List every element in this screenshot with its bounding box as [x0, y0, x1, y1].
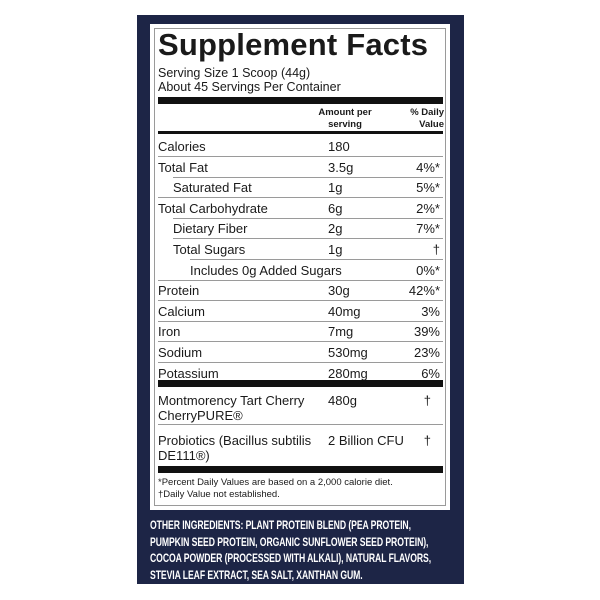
nutrient-amount: 6g	[328, 200, 343, 216]
nutrient-name: Protein	[158, 283, 200, 299]
nutrient-dv: †	[423, 433, 431, 448]
nutrient-row: Includes 0g Added Sugars 0%*	[158, 260, 443, 280]
nutrient-amount: 3.5g	[328, 159, 354, 175]
row-divider	[173, 176, 443, 178]
servings-per-container: About 45 Servings Per Container	[158, 80, 341, 94]
nutrient-name: Montmorency Tart Cherry CherryPURE®	[158, 393, 305, 423]
nutrient-name: Iron	[158, 324, 181, 340]
row-divider	[158, 362, 443, 363]
medium-divider	[158, 131, 443, 134]
nutrient-dv: †	[423, 393, 431, 408]
nutrient-name: Includes 0g Added Sugars	[190, 262, 342, 278]
nutrient-dv: 39%	[413, 324, 440, 340]
nutrient-row: Potassium 280mg 6%	[158, 363, 443, 383]
nutrient-name: Total Carbohydrate	[158, 200, 268, 216]
nutrient-row: Dietary Fiber 2g 7%*	[158, 218, 443, 238]
serving-size: Serving Size 1 Scoop (44g)	[158, 66, 311, 80]
thick-divider	[158, 466, 443, 473]
row-divider	[158, 300, 443, 302]
row-divider	[190, 259, 443, 260]
other-ingredients: OTHER INGREDIENTS: PLANT PROTEIN BLEND (…	[150, 518, 432, 582]
daily-value-header: % Daily Value	[410, 107, 444, 130]
row-divider	[173, 217, 443, 219]
nutrient-amount: 530mg	[328, 345, 368, 360]
nutrient-amount: 30g	[328, 283, 350, 299]
label-border	[154, 28, 446, 506]
nutrient-dv: 3%	[421, 303, 440, 319]
nutrient-row: Total Sugars 1g †	[158, 239, 443, 259]
nutrient-amount: 180	[328, 139, 350, 154]
nutrient-amount: 1g	[328, 242, 343, 257]
nutrient-name: Saturated Fat	[173, 180, 252, 196]
nutrient-amount: 2g	[328, 221, 343, 237]
nutrient-row: Total Carbohydrate 6g 2%*	[158, 198, 443, 218]
nutrient-row: Total Fat 3.5g 4%*	[158, 157, 443, 177]
nutrient-row: Protein 30g 42%*	[158, 280, 443, 300]
nutrient-name: Total Sugars	[173, 242, 246, 257]
row-divider	[158, 279, 443, 281]
nutrient-name: Total Fat	[158, 159, 208, 175]
thick-divider	[158, 97, 443, 104]
nutrient-amount: 40mg	[328, 303, 361, 319]
row-divider	[173, 238, 443, 240]
nutrient-row: Saturated Fat 1g 5%*	[158, 177, 443, 197]
row-divider	[158, 424, 443, 425]
nutrient-dv: 2%*	[416, 200, 440, 216]
row-divider	[158, 156, 443, 157]
nutrient-amount: 280mg	[328, 365, 368, 381]
supplement-facts-label	[150, 24, 450, 510]
row-divider	[158, 197, 443, 199]
nutrient-amount: 7mg	[328, 324, 354, 340]
footnote-percent: *Percent Daily Values are based on a 2,0…	[158, 477, 393, 488]
amount-header: Amount per serving	[318, 107, 372, 130]
nutrient-amount: 2 Billion CFU	[328, 433, 404, 448]
nutrient-name: Dietary Fiber	[173, 221, 248, 237]
nutrient-row-probiotics: Probiotics (Bacillus subtilis DE111®) 2 …	[158, 433, 443, 465]
nutrient-dv: 42%*	[408, 283, 440, 299]
nutrient-name: Calcium	[158, 303, 205, 319]
nutrient-dv: 0%*	[416, 262, 440, 278]
footnote-dagger: †Daily Value not established.	[158, 489, 280, 500]
nutrient-name: Probiotics (Bacillus subtilis DE111®)	[158, 433, 312, 463]
nutrient-dv: †	[432, 242, 440, 257]
nutrient-name: Calories	[158, 139, 206, 154]
nutrient-row: Sodium 530mg 23%	[158, 342, 443, 362]
nutrient-dv: 23%	[413, 345, 440, 360]
row-divider	[158, 320, 443, 322]
nutrient-row-cherry: Montmorency Tart Cherry CherryPURE® 480g…	[158, 393, 443, 425]
nutrient-dv: 7%*	[416, 221, 440, 237]
nutrient-row: Calories 180	[158, 136, 443, 156]
nutrient-dv: 4%*	[416, 159, 440, 175]
nutrient-amount: 480g	[328, 393, 357, 408]
thick-divider	[158, 380, 443, 387]
row-divider	[158, 341, 443, 343]
nutrient-name: Sodium	[158, 345, 203, 360]
nutrient-name: Potassium	[158, 365, 219, 381]
nutrient-row: Calcium 40mg 3%	[158, 301, 443, 321]
nutrient-dv: 5%*	[416, 180, 440, 196]
nutrient-row: Iron 7mg 39%	[158, 321, 443, 341]
nutrient-amount: 1g	[328, 180, 343, 196]
nutrient-dv: 6%	[421, 365, 440, 381]
label-title: Supplement Facts	[158, 27, 429, 62]
